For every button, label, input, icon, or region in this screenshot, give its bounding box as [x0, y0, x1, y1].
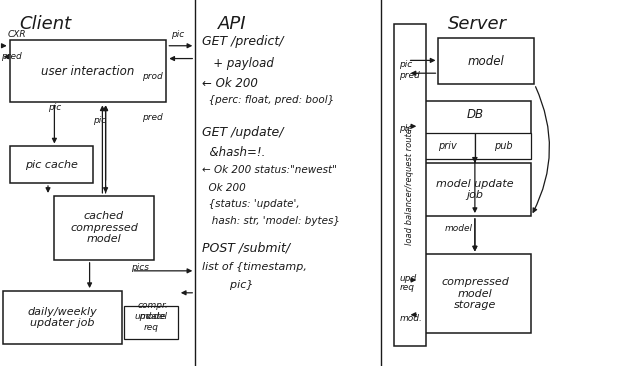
- Text: model: model: [468, 55, 505, 68]
- Text: list of {timestamp,: list of {timestamp,: [202, 262, 307, 272]
- Text: priv: priv: [438, 141, 456, 151]
- Text: Client: Client: [19, 15, 71, 33]
- Text: user interaction: user interaction: [42, 65, 134, 78]
- Text: prod: prod: [142, 72, 163, 81]
- Text: model: model: [140, 312, 168, 321]
- Text: pred: pred: [399, 71, 419, 79]
- Bar: [438, 38, 534, 84]
- Text: pics: pics: [131, 263, 149, 272]
- Text: pic}: pic}: [202, 280, 253, 290]
- Text: Ok 200: Ok 200: [202, 183, 245, 193]
- Text: compressed
model
storage: compressed model storage: [441, 277, 509, 310]
- Text: pic: pic: [93, 116, 106, 125]
- Text: pic cache: pic cache: [25, 160, 77, 170]
- Text: GET /predict/: GET /predict/: [202, 35, 283, 48]
- Text: load balancer/request router: load balancer/request router: [405, 125, 414, 245]
- Text: cached
compressed
model: cached compressed model: [70, 211, 138, 244]
- Bar: [419, 133, 476, 159]
- Text: &hash=!.: &hash=!.: [202, 146, 265, 160]
- Bar: [394, 24, 426, 346]
- Text: pred: pred: [142, 113, 163, 122]
- Bar: [124, 306, 178, 339]
- Text: pred: pred: [1, 52, 21, 61]
- Bar: [54, 196, 154, 260]
- Text: DB: DB: [467, 108, 484, 121]
- Text: ← Ok 200 status:"newest": ← Ok 200 status:"newest": [202, 165, 337, 175]
- Bar: [419, 163, 531, 216]
- Text: pub: pub: [494, 141, 513, 151]
- Text: pic: pic: [399, 60, 412, 68]
- Text: compr.: compr.: [138, 301, 168, 310]
- Text: mod.: mod.: [399, 314, 422, 323]
- Text: update
req: update req: [135, 312, 166, 332]
- Text: {perc: float, pred: bool}: {perc: float, pred: bool}: [202, 95, 334, 105]
- Bar: [3, 291, 122, 344]
- Bar: [10, 146, 93, 183]
- Text: model: model: [445, 224, 473, 233]
- Bar: [10, 40, 166, 102]
- Text: ← Ok 200: ← Ok 200: [202, 77, 257, 90]
- Text: hash: str, 'model: bytes}: hash: str, 'model: bytes}: [202, 216, 340, 226]
- Text: upd: upd: [399, 274, 417, 283]
- Bar: [419, 101, 531, 159]
- Text: pic: pic: [171, 30, 184, 39]
- Text: CXR: CXR: [8, 30, 26, 39]
- Text: pic: pic: [399, 124, 412, 132]
- Text: POST /submit/: POST /submit/: [202, 242, 290, 255]
- Text: {status: 'update',: {status: 'update',: [202, 199, 300, 209]
- Text: pic: pic: [48, 104, 61, 112]
- Text: + payload: + payload: [202, 57, 273, 70]
- Text: GET /update/: GET /update/: [202, 126, 283, 139]
- Text: Server: Server: [448, 15, 507, 33]
- Bar: [476, 133, 531, 159]
- Text: API: API: [218, 15, 246, 33]
- Bar: [419, 254, 531, 333]
- Text: req: req: [399, 283, 414, 292]
- Text: model update
job: model update job: [436, 179, 514, 200]
- Text: daily/weekly
updater job: daily/weekly updater job: [28, 307, 97, 328]
